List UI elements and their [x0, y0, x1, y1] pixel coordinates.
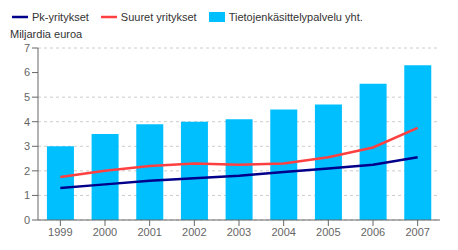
svg-text:6: 6 [24, 66, 30, 78]
svg-text:1: 1 [24, 189, 30, 201]
svg-text:0: 0 [24, 214, 30, 226]
svg-text:2000: 2000 [93, 226, 117, 238]
svg-text:3: 3 [24, 140, 30, 152]
html-text:Miljardia euroa: Miljardia euroa [10, 28, 83, 40]
svg-text:2002: 2002 [182, 226, 206, 238]
html-text:Tietojenkäsittelypalvelu yht.: Tietojenkäsittelypalvelu yht. [228, 11, 363, 23]
svg-text:2004: 2004 [271, 226, 295, 238]
svg-text:2006: 2006 [361, 226, 385, 238]
svg-text:1999: 1999 [48, 226, 72, 238]
svg-text:2: 2 [24, 165, 30, 177]
svg-text:2005: 2005 [316, 226, 340, 238]
svg-text:4: 4 [24, 116, 30, 128]
svg-text:2003: 2003 [227, 226, 251, 238]
svg-text:2007: 2007 [405, 226, 429, 238]
svg-text:7: 7 [24, 42, 30, 54]
svg-text:5: 5 [24, 91, 30, 103]
html-text:Pk-yritykset: Pk-yritykset [32, 11, 89, 23]
html-text:Suuret yritykset: Suuret yritykset [120, 11, 197, 23]
svg-text:2001: 2001 [137, 226, 161, 238]
